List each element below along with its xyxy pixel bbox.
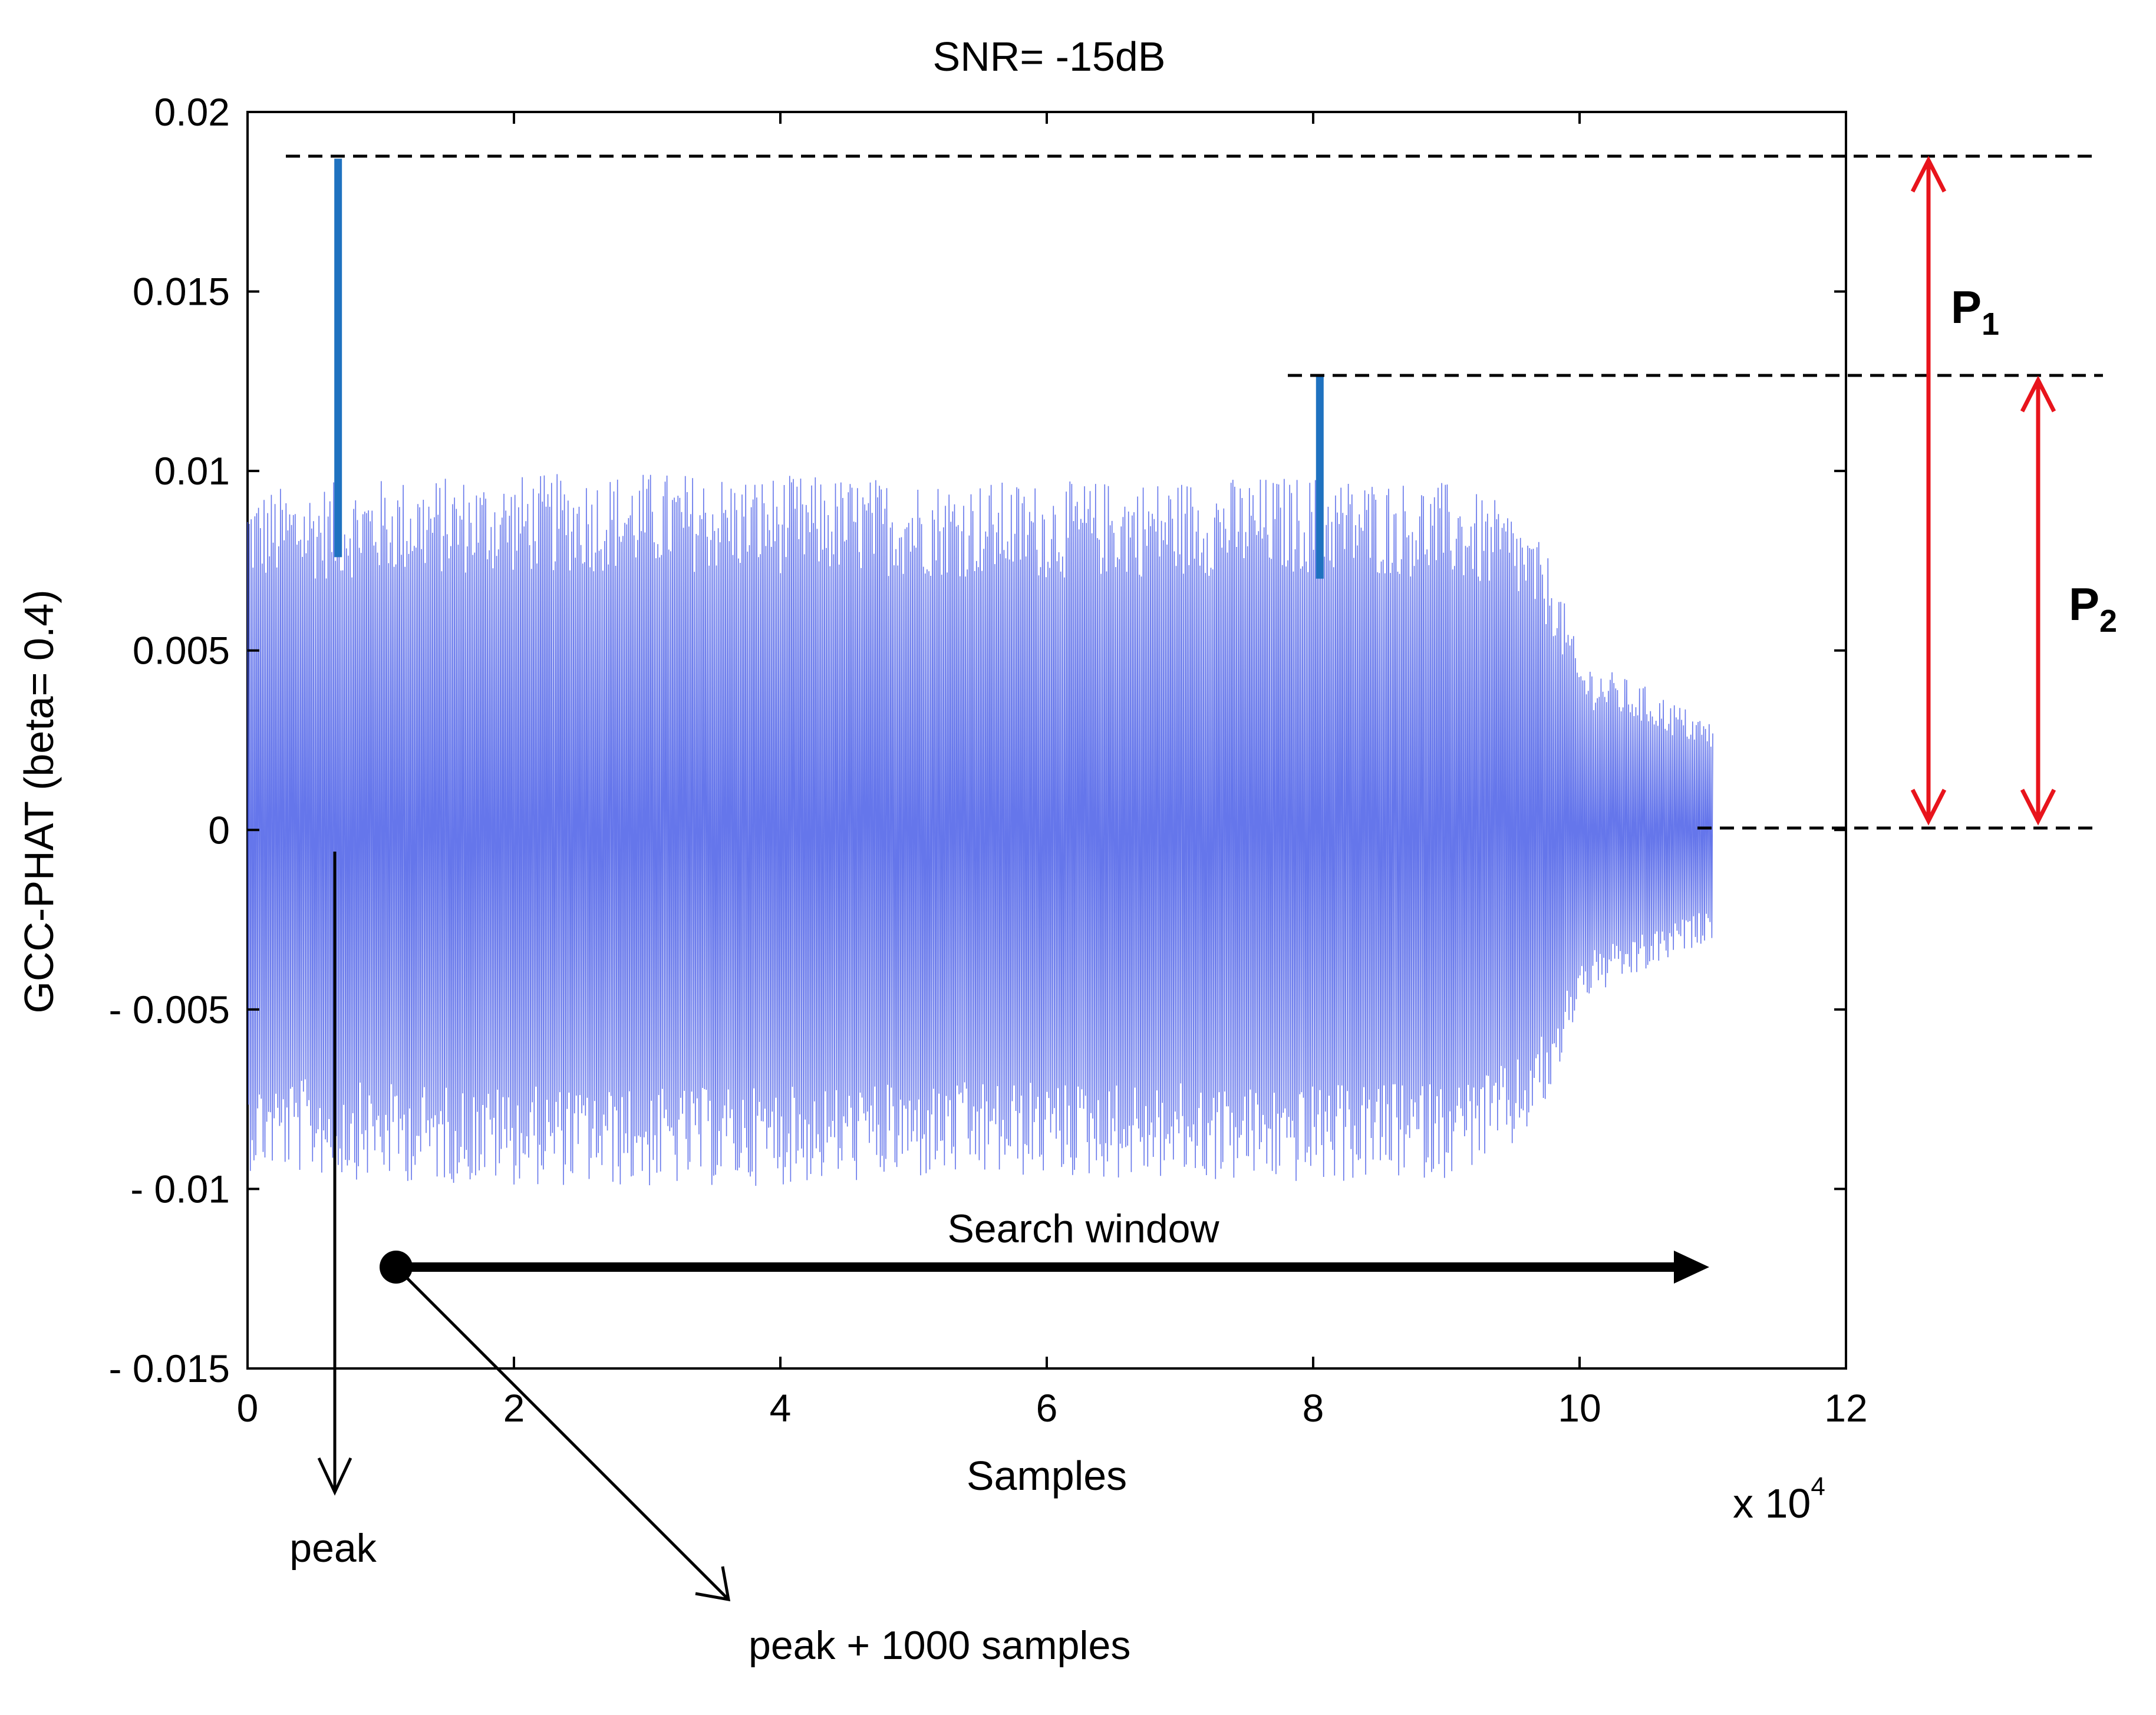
y-axis-ticks: - 0.015 - 0.01 - 0.005 0 0.005 0.01 0.015 0.02 [109, 90, 1846, 1390]
y-tick-label: 0.015 [133, 270, 230, 314]
p2-label: P2 [2069, 578, 2117, 639]
x-axis-label: Samples [967, 1453, 1127, 1499]
y-tick-label: - 0.005 [109, 988, 230, 1031]
signal-trace [247, 474, 1713, 1186]
y-tick-label: - 0.015 [109, 1347, 230, 1390]
y-tick-label: 0.005 [133, 629, 230, 672]
y-axis-label: GCC-PHAT (beta= 0.4) [16, 589, 62, 1013]
y-tick-label: - 0.01 [130, 1167, 230, 1211]
peak-plus-1000-label: peak + 1000 samples [749, 1623, 1130, 1668]
peak-layer [334, 159, 1324, 579]
x-tick-label: 12 [1824, 1386, 1867, 1430]
search-window-label: Search window [947, 1206, 1219, 1251]
x-tick-label: 4 [770, 1386, 792, 1430]
peak-plus-arrow [395, 1266, 731, 1602]
y-tick-label: 0.02 [154, 90, 230, 134]
x-tick-label: 10 [1558, 1386, 1601, 1430]
peak-arrow [317, 852, 352, 1496]
search-window-arrow [380, 1251, 1709, 1284]
signal-path [247, 474, 1713, 1186]
x-tick-label: 8 [1303, 1386, 1324, 1430]
p1-arrow [1910, 156, 1947, 826]
p2-arrow [2020, 375, 2056, 826]
chart-title: SNR= -15dB [933, 34, 1166, 80]
x-tick-label: 0 [237, 1386, 259, 1430]
x-axis-multiplier: x 104 [1733, 1472, 1825, 1526]
peak-label: peak [289, 1526, 377, 1571]
p1-label: P1 [1951, 281, 1999, 342]
x-tick-label: 6 [1036, 1386, 1058, 1430]
y-tick-label: 0.01 [154, 449, 230, 493]
y-tick-label: 0 [208, 808, 230, 852]
